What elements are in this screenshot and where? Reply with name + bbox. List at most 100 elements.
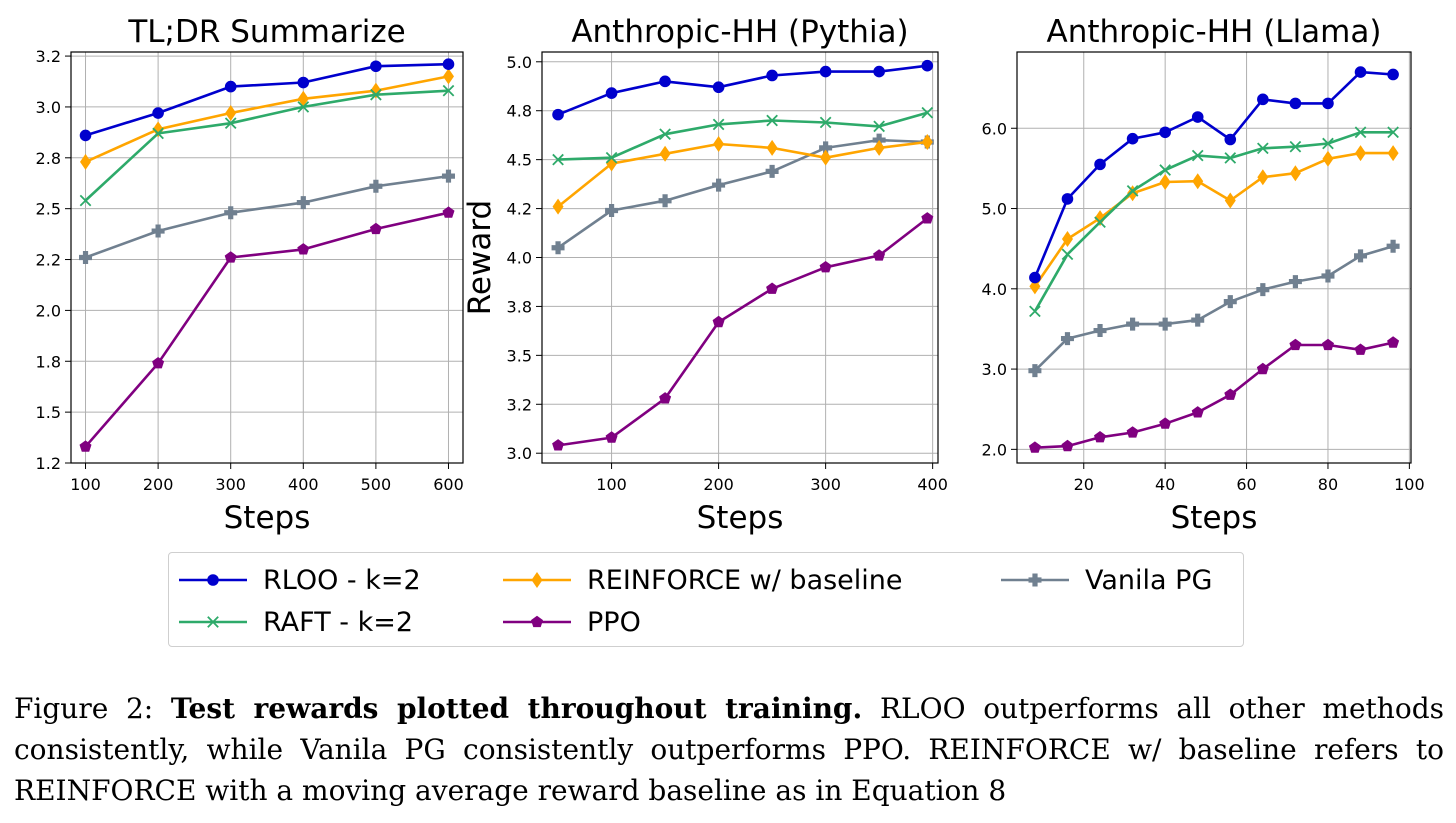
data-point-rloo-k-2 — [766, 69, 778, 82]
x-tick-label: 100 — [70, 475, 101, 494]
data-point-reinforce-w-baseline — [766, 139, 778, 156]
chart-title: Anthropic-HH (Pythia) — [571, 14, 908, 50]
series-ppo — [79, 206, 455, 452]
series-vanila-pg — [79, 169, 455, 264]
x-tick-label: 60 — [1236, 475, 1256, 494]
data-point-rloo-k-2 — [297, 76, 310, 89]
data-point-rloo-k-2 — [1094, 158, 1106, 171]
data-point-ppo — [1126, 426, 1139, 438]
series-line-vanila-pg — [85, 174, 449, 259]
data-point-rloo-k-2 — [1029, 271, 1041, 284]
data-point-ppo — [79, 440, 92, 452]
data-point-vanila-pg — [712, 178, 726, 192]
data-point-reinforce-w-baseline — [1192, 173, 1204, 190]
data-point-reinforce-w-baseline — [1289, 165, 1301, 182]
plot-frame — [1016, 51, 1412, 464]
series-rloo-k-2 — [552, 59, 934, 121]
x-tick-label: 200 — [703, 475, 734, 494]
data-point-raft-k-2 — [1387, 126, 1399, 139]
series-reinforce-w-baseline — [1029, 145, 1399, 295]
series-line-vanila-pg — [557, 138, 928, 249]
data-point-vanila-pg — [224, 206, 238, 220]
legend-swatch-rloo — [179, 574, 247, 586]
series-raft-k-2 — [79, 84, 455, 207]
caption-line1-rest: RLOO outperforms all other methods — [879, 692, 1444, 725]
legend-swatch-vanila-pg — [1001, 573, 1069, 587]
y-tick-label: 2.8 — [36, 149, 61, 168]
x-tick-label: 100 — [1394, 475, 1425, 494]
data-point-rloo-k-2 — [605, 87, 618, 99]
y-tick-label: 2.0 — [36, 301, 61, 320]
data-point-ppo — [369, 222, 382, 235]
y-tick-label: 4.2 — [507, 200, 532, 219]
series-line-raft-k-2 — [558, 111, 928, 161]
data-point-vanila-pg — [79, 251, 93, 264]
figure-charts: TL;DR Summarize 1.2 1.5 1.8 2.0 2.2 2.5 2.8 3.0 3… — [36, 14, 1425, 536]
data-point-rloo-k-2 — [873, 65, 885, 78]
data-point-rloo-k-2 — [1061, 193, 1074, 205]
legend-label-raft: RAFT - k=2 — [263, 606, 414, 638]
data-point-rloo-k-2 — [712, 81, 725, 94]
data-point-raft-k-2 — [370, 88, 382, 101]
data-point-vanila-pg — [296, 196, 310, 210]
data-point-raft-k-2 — [873, 120, 885, 133]
series-line-rloo-k-2 — [557, 64, 928, 116]
data-point-raft-k-2 — [1061, 248, 1074, 261]
legend-marker — [531, 615, 543, 628]
legend-item-reinforce: REINFORCE w/ baseline — [501, 560, 903, 600]
y-tick-label: 3.5 — [507, 346, 532, 365]
data-point-rloo-k-2 — [819, 65, 832, 78]
data-point-reinforce-w-baseline — [1387, 145, 1399, 162]
plot-frame — [70, 51, 464, 464]
data-point-ppo — [1387, 336, 1400, 348]
data-point-reinforce-w-baseline — [80, 153, 92, 170]
data-point-vanila-pg — [1126, 317, 1140, 331]
data-point-raft-k-2 — [819, 116, 832, 129]
y-tick-label: 3.0 — [36, 98, 61, 117]
data-point-rloo-k-2 — [1387, 68, 1399, 81]
legend-marker — [207, 616, 219, 628]
caption-line-3: REINFORCE with a moving average reward b… — [14, 774, 1007, 807]
legend-swatch-ppo — [503, 615, 571, 628]
legend-label-rloo: RLOO - k=2 — [263, 564, 421, 596]
legend-item-raft: RAFT - k=2 — [177, 602, 413, 642]
series-rloo-k-2 — [1029, 66, 1399, 284]
data-point-rloo-k-2 — [1159, 126, 1171, 139]
data-point-ppo — [819, 261, 832, 273]
legend-label-vanila-pg: Vanila PG — [1085, 564, 1213, 596]
series-reinforce-w-baseline — [552, 134, 933, 215]
data-point-raft-k-2 — [1159, 164, 1171, 176]
data-point-ppo — [873, 249, 886, 261]
data-point-vanila-pg — [369, 179, 383, 193]
data-point-reinforce-w-baseline — [552, 198, 564, 215]
y-tick-label: 3.0 — [982, 360, 1007, 379]
data-point-reinforce-w-baseline — [1355, 145, 1367, 162]
data-point-reinforce-w-baseline — [659, 145, 671, 162]
chart-title: Anthropic-HH (Llama) — [1047, 14, 1382, 50]
data-point-raft-k-2 — [659, 128, 671, 141]
series-ppo — [1028, 336, 1400, 453]
data-point-ppo — [1256, 362, 1269, 375]
series-line-rloo-k-2 — [1033, 70, 1394, 279]
data-point-reinforce-w-baseline — [297, 90, 309, 107]
x-tick-label: 300 — [215, 475, 246, 494]
y-axis-label: Reward — [462, 200, 498, 315]
x-tick-label: 400 — [288, 475, 319, 494]
y-tick-label: 3.8 — [507, 297, 532, 316]
data-point-raft-k-2 — [605, 151, 618, 164]
data-point-reinforce-w-baseline — [1159, 174, 1171, 191]
legend-marker — [207, 574, 219, 586]
legend: RLOO - k=2 REINFORCE w/ baseline Vanila … — [168, 552, 1244, 647]
data-point-raft-k-2 — [712, 118, 725, 131]
data-point-vanila-pg — [819, 141, 833, 155]
x-tick-label: 40 — [1155, 475, 1175, 494]
data-point-raft-k-2 — [1191, 149, 1204, 162]
chart-title: TL;DR Summarize — [127, 14, 405, 50]
chart-panel-2: Anthropic-HH (Pythia) 3.0 3.2 3.5 3.8 4.0 4.2 4… — [462, 14, 948, 536]
data-point-ppo — [766, 282, 779, 294]
series-line-ppo — [557, 217, 929, 447]
data-point-vanila-pg — [1288, 275, 1302, 289]
data-point-rloo-k-2 — [1257, 93, 1269, 106]
data-point-vanila-pg — [1354, 249, 1368, 263]
data-point-vanila-pg — [1191, 313, 1205, 327]
